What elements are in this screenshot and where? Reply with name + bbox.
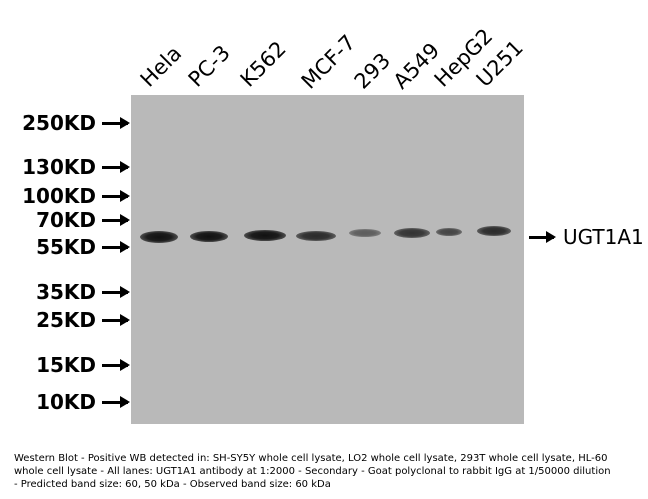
target-label: UGT1A1 — [563, 225, 644, 249]
marker-100kd: 100KD — [0, 183, 130, 209]
lane-label-a549: A549 — [388, 38, 445, 94]
blot-membrane — [131, 95, 524, 424]
right-arrow-icon — [102, 286, 130, 298]
marker-55kd: 55KD — [0, 234, 130, 260]
marker-130kd: 130KD — [0, 154, 130, 180]
right-arrow-icon — [529, 231, 556, 243]
band-pc3 — [190, 231, 228, 242]
lane-label-k562: K562 — [235, 36, 291, 92]
band-hela — [140, 231, 178, 243]
marker-35kd: 35KD — [0, 279, 130, 305]
right-arrow-icon — [102, 161, 130, 173]
band-mcf7 — [296, 231, 336, 241]
band-a549 — [394, 228, 430, 238]
lane-label-mcf7: MCF-7 — [296, 30, 361, 94]
band-293 — [349, 229, 381, 237]
marker-250kd: 250KD — [0, 110, 130, 136]
marker-label: 15KD — [36, 353, 96, 377]
lane-label-293: 293 — [349, 48, 396, 94]
right-arrow-icon — [102, 314, 130, 326]
right-arrow-icon — [102, 396, 130, 408]
marker-15kd: 15KD — [0, 352, 130, 378]
marker-label: 25KD — [36, 308, 96, 332]
marker-label: 100KD — [22, 184, 96, 208]
right-arrow-icon — [102, 214, 130, 226]
band-u251 — [477, 226, 511, 236]
marker-label: 70KD — [36, 208, 96, 232]
band-hepg2 — [436, 228, 462, 236]
marker-label: 130KD — [22, 155, 96, 179]
band-k562 — [244, 230, 286, 241]
marker-25kd: 25KD — [0, 307, 130, 333]
figure-caption: Western Blot - Positive WB detected in: … — [14, 453, 611, 490]
marker-label: 35KD — [36, 280, 96, 304]
lane-label-hela: Hela — [135, 41, 187, 92]
right-arrow-icon — [102, 117, 130, 129]
right-arrow-icon — [102, 190, 130, 202]
right-arrow-icon — [102, 241, 130, 253]
marker-10kd: 10KD — [0, 389, 130, 415]
right-arrow-icon — [102, 359, 130, 371]
marker-label: 10KD — [36, 390, 96, 414]
lane-label-pc3: PC-3 — [183, 40, 235, 92]
marker-70kd: 70KD — [0, 207, 130, 233]
marker-label: 250KD — [22, 111, 96, 135]
marker-label: 55KD — [36, 235, 96, 259]
